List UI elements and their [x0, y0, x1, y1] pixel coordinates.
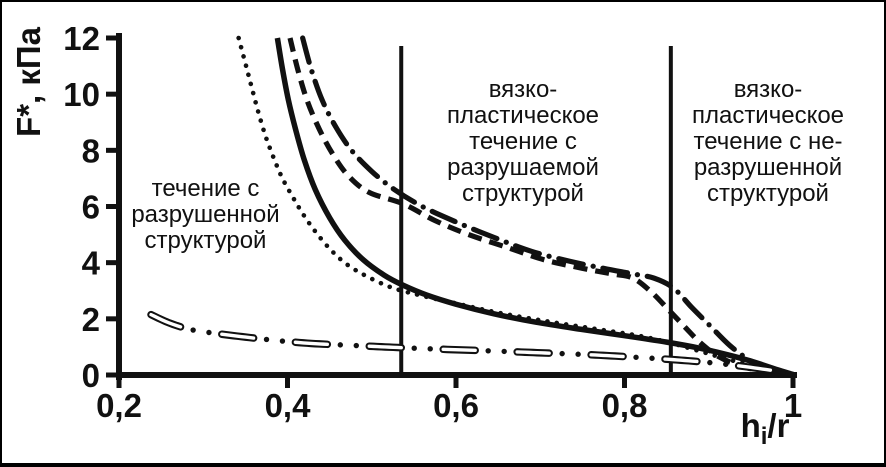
y-axis-line	[116, 33, 122, 380]
y-tick	[106, 316, 116, 322]
x-axis-line	[116, 372, 797, 378]
y-tick-label: 6	[82, 189, 100, 226]
axes	[106, 33, 797, 388]
y-tick-label: 8	[82, 132, 100, 169]
y-tick	[106, 91, 116, 97]
region-label-viscoplastic-destructible: вязко- пластическое течение с разрушаемо…	[446, 76, 600, 207]
region-boundary-line	[668, 46, 673, 375]
x-axis-label: hi/r	[741, 407, 790, 450]
y-tick-label: 0	[82, 357, 100, 394]
x-tick	[622, 378, 627, 388]
tick-labels: 0 2 4 6 8 10 12 0,2 0,4 0,6 0,8 1	[63, 20, 802, 424]
curve-dash-dot-curve	[300, 35, 796, 378]
y-tick	[106, 260, 116, 266]
x-tick-label: 1	[784, 387, 802, 424]
y-tick	[106, 372, 116, 378]
x-tick-label: 0,2	[96, 387, 142, 424]
x-tick-label: 0,8	[602, 387, 648, 424]
x-tick	[116, 378, 122, 388]
curves	[147, 35, 796, 378]
region-label-destroyed-structure: течение с разрушенной структурой	[131, 175, 280, 254]
y-tick	[106, 35, 116, 41]
curve-open-dash-dot-dot-curve	[147, 310, 786, 375]
x-tick-label: 0,6	[433, 387, 479, 424]
x-tick-label: 0,4	[265, 387, 312, 424]
curve-short-dash-curve	[287, 37, 794, 378]
axis-labels: F*, кПа hi/r	[10, 26, 790, 450]
x-tick	[453, 378, 459, 388]
y-tick	[106, 204, 116, 209]
y-axis-label: F*, кПа	[10, 26, 47, 137]
region-boundary-lines	[399, 46, 673, 375]
y-tick-label: 2	[82, 301, 100, 338]
y-tick-label: 12	[63, 20, 100, 57]
region-label-viscoplastic-undestroyed: вязко- пластическое течение с не- разруш…	[691, 76, 845, 207]
y-tick-label: 10	[63, 76, 100, 113]
region-boundary-line	[399, 46, 404, 375]
x-tick	[790, 378, 796, 388]
y-tick-label: 4	[82, 245, 101, 282]
y-tick	[106, 147, 116, 153]
x-tick	[285, 378, 290, 388]
